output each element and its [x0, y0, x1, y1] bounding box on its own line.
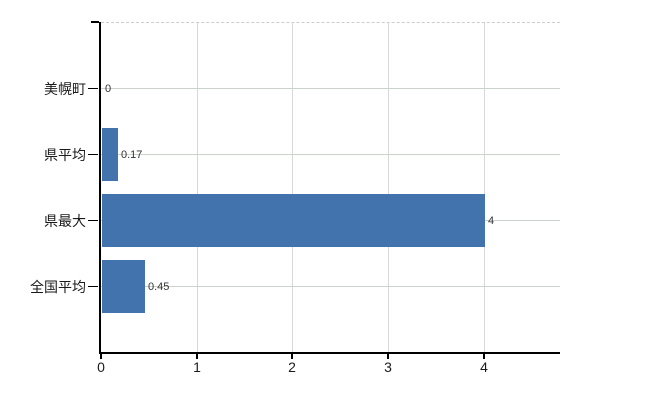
x-tick-label: 3 [384, 359, 392, 375]
x-tick-label: 1 [193, 359, 201, 375]
x-gridline [387, 22, 389, 352]
value-label: 0.17 [121, 149, 143, 161]
x-tick [291, 354, 293, 359]
x-tick [196, 354, 198, 359]
x-gridline [483, 22, 485, 352]
x-gridline [196, 22, 198, 352]
y-gridline [101, 154, 560, 155]
value-label: 0.45 [148, 281, 170, 293]
y-gridline [101, 286, 560, 287]
x-tick [483, 354, 485, 359]
x-tick-label: 4 [480, 359, 488, 375]
x-gridline [292, 22, 294, 352]
category-label: 全国平均 [30, 279, 86, 295]
y-tick [88, 286, 98, 287]
y-gridline [101, 88, 560, 89]
x-tick [387, 354, 389, 359]
bar [102, 260, 145, 313]
x-tick [100, 354, 102, 359]
bar [102, 128, 118, 181]
value-label: 4 [488, 215, 495, 227]
x-tick-label: 0 [97, 359, 105, 375]
category-label: 美幌町 [44, 81, 86, 97]
value-label: 0 [105, 83, 112, 95]
y-axis-top-tick [91, 21, 99, 23]
category-label: 県最大 [44, 213, 86, 229]
y-tick [88, 220, 98, 221]
x-tick-label: 2 [288, 359, 296, 375]
x-axis [99, 352, 560, 354]
bar [102, 194, 485, 247]
y-tick [88, 88, 98, 89]
y-tick [88, 154, 98, 155]
y-axis [99, 22, 101, 354]
category-label: 県平均 [44, 147, 86, 163]
plot-top-border [101, 22, 560, 23]
